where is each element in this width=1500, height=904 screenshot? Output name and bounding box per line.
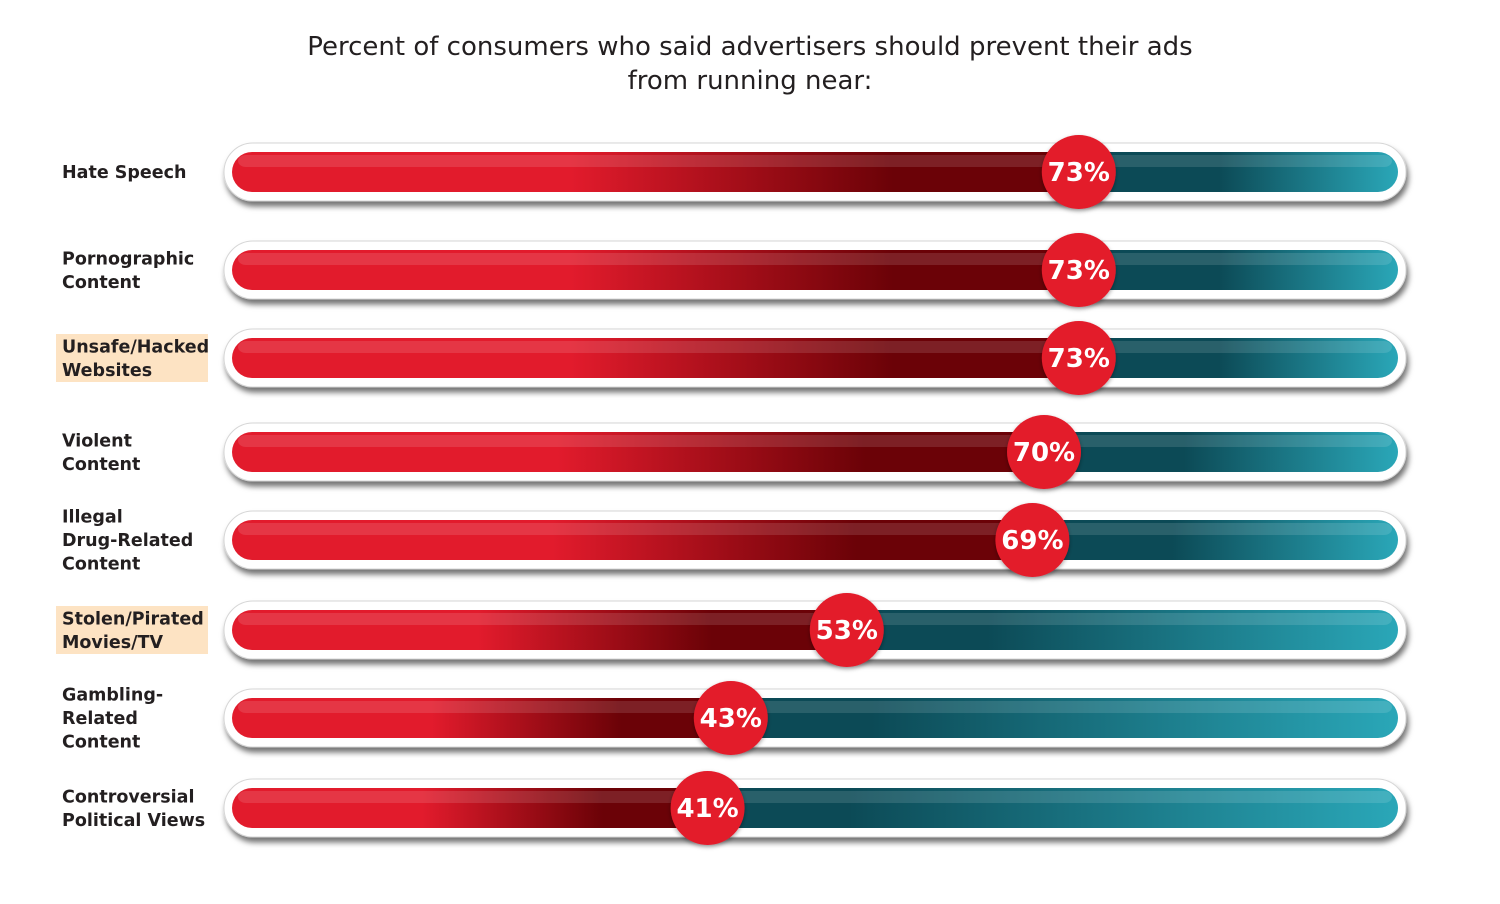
bar-fill [232, 788, 1398, 828]
value-label: 43% [700, 704, 762, 734]
bar-gloss [238, 253, 1392, 265]
bar-row: Gambling- Related Content 43% [62, 681, 1407, 755]
bar-gloss [238, 701, 1392, 713]
category-label: Stolen/Pirated Movies/TV [62, 609, 204, 653]
value-label: 73% [1048, 344, 1110, 374]
category-label: Illegal Drug-Related Content [62, 508, 193, 575]
category-label-line: Gambling- [62, 686, 163, 706]
category-label-line: Content [62, 733, 140, 753]
bar-gloss [238, 791, 1392, 803]
category-label: Controversial Political Views [62, 787, 205, 831]
value-label: 53% [816, 616, 878, 646]
category-label: Pornographic Content [62, 249, 194, 293]
bar-row: Illegal Drug-Related Content 69% [62, 503, 1407, 577]
bar-fill [232, 698, 1398, 738]
category-label-line: Unsafe/Hacked [62, 337, 209, 357]
bar-fill [232, 432, 1398, 472]
value-label: 73% [1048, 158, 1110, 188]
category-label-line: Controversial [62, 787, 194, 807]
category-label: Unsafe/Hacked Websites [62, 337, 209, 381]
category-label-line: Movies/TV [62, 633, 163, 653]
category-label-line: Websites [62, 361, 152, 381]
bar-row: Unsafe/Hacked Websites 73% [56, 321, 1407, 395]
value-label: 41% [676, 794, 738, 824]
category-label-line: Pornographic [62, 249, 194, 269]
category-label-line: Hate Speech [62, 163, 186, 183]
bar-row: Hate Speech 73% [62, 135, 1407, 209]
bar-row: Violent Content 70% [62, 415, 1407, 489]
bar-fill [232, 520, 1398, 560]
value-marker [809, 593, 884, 667]
category-label: Hate Speech [62, 163, 186, 183]
value-marker [1041, 135, 1116, 209]
category-label: Violent Content [62, 431, 140, 475]
bar-gloss [238, 341, 1392, 353]
category-label: Gambling- Related Content [62, 686, 163, 753]
bar-row: Stolen/Pirated Movies/TV 53% [56, 593, 1407, 667]
category-highlight [56, 334, 208, 382]
category-label-line: Political Views [62, 811, 205, 831]
chart-title-line-2: from running near: [627, 66, 873, 96]
value-label: 70% [1013, 438, 1075, 468]
chart-title-line-1: Percent of consumers who said advertiser… [307, 32, 1193, 62]
value-marker [1041, 233, 1116, 307]
chart-body: Hate Speech 73%Pornographic Content 73%Unsa… [56, 135, 1407, 845]
category-label-line: Violent [62, 431, 132, 451]
category-label-line: Content [62, 555, 140, 575]
category-label-line: Stolen/Pirated [62, 609, 204, 629]
chart-title: Percent of consumers who said advertiser… [250, 30, 1250, 98]
category-label-line: Illegal [62, 508, 123, 528]
category-label-line: Related [62, 709, 138, 729]
value-marker [693, 681, 768, 755]
value-marker [1041, 321, 1116, 395]
category-label-line: Content [62, 455, 140, 475]
value-label: 73% [1048, 256, 1110, 286]
bar-row: Pornographic Content 73% [62, 233, 1407, 307]
category-highlight [56, 606, 208, 654]
bar-row: Controversial Political Views 41% [62, 771, 1407, 845]
value-marker [670, 771, 745, 845]
value-label: 69% [1001, 526, 1063, 556]
value-marker [995, 503, 1070, 577]
value-marker [1007, 415, 1081, 489]
bar-gloss [238, 523, 1392, 535]
bar-gloss [238, 155, 1392, 167]
category-label-line: Drug-Related [62, 531, 193, 551]
category-label-line: Content [62, 273, 140, 293]
bar-gloss [238, 435, 1392, 447]
